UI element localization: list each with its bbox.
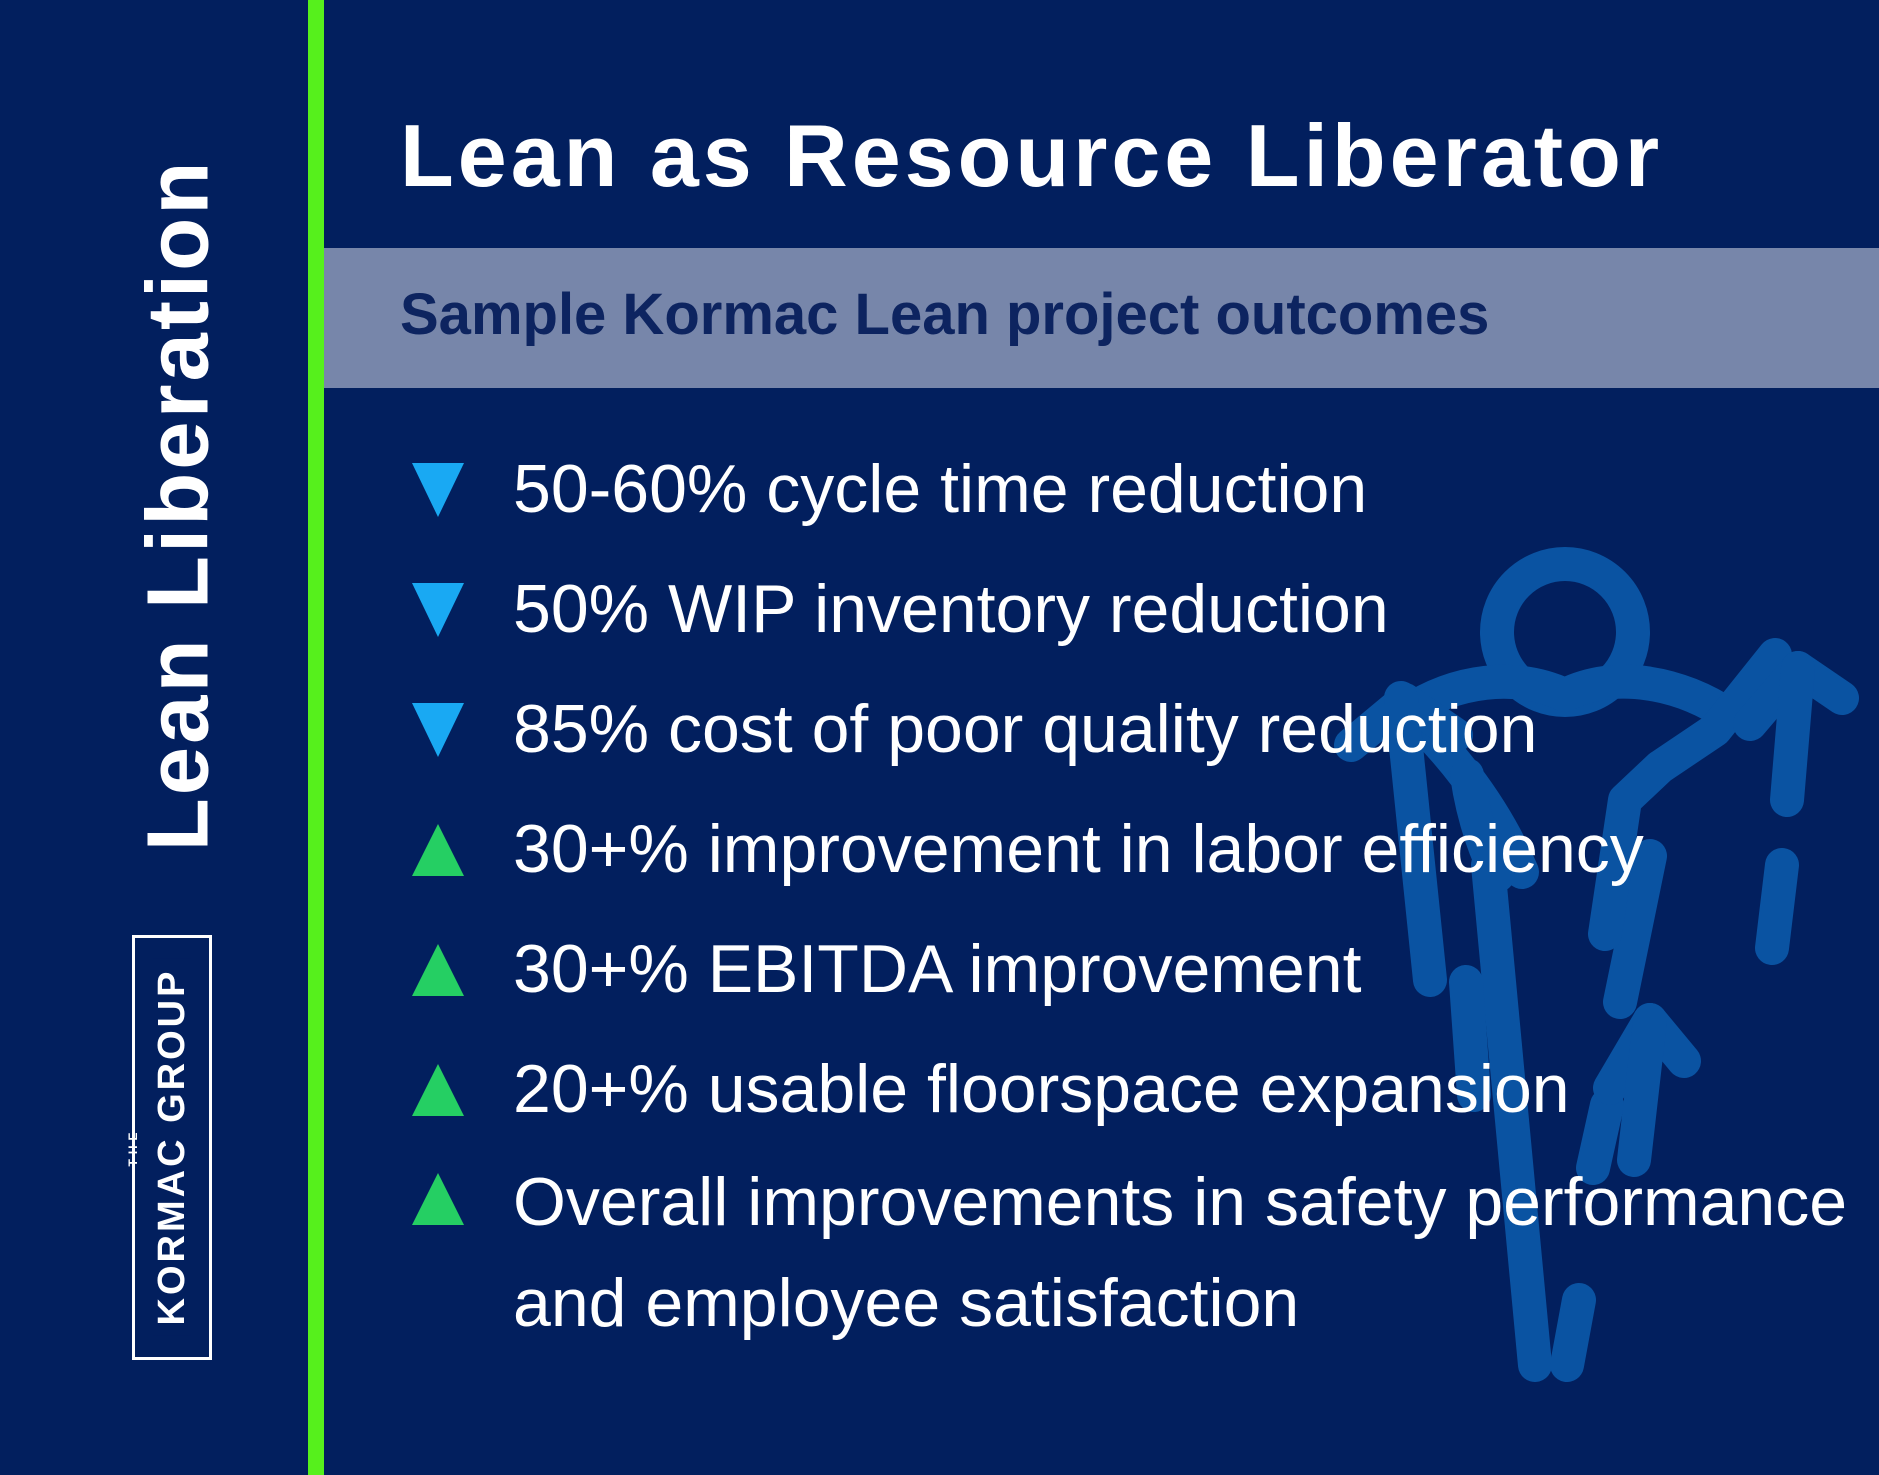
outcome-item-poor-quality-cost: 85% cost of poor quality reduction bbox=[400, 670, 1860, 790]
outcome-item-safety-satisfaction: Overall improvements in safety performan… bbox=[400, 1150, 1860, 1353]
outcome-item-ebitda: 30+% EBITDA improvement bbox=[400, 910, 1860, 1030]
outcome-text: 50-60% cycle time reduction bbox=[513, 451, 1368, 528]
outcomes-list: 50-60% cycle time reduction 50% WIP inve… bbox=[400, 430, 1860, 1353]
outcome-item-wip-inventory: 50% WIP inventory reduction bbox=[400, 550, 1860, 670]
up-triangle-icon bbox=[412, 1064, 464, 1116]
kormac-group-logo: KORMAC GROUP bbox=[132, 935, 212, 1360]
down-triangle-icon bbox=[412, 583, 464, 637]
logo-frame bbox=[132, 935, 212, 1360]
outcome-text: Overall improvements in safety performan… bbox=[513, 1164, 1848, 1341]
down-triangle-icon bbox=[412, 703, 464, 757]
up-triangle-icon bbox=[412, 944, 464, 996]
up-triangle-icon bbox=[412, 1173, 464, 1225]
vertical-section-title: Lean Liberation bbox=[129, 158, 227, 852]
outcome-item-labor-efficiency: 30+% improvement in labor efficiency bbox=[400, 790, 1860, 910]
outcome-text: 30+% improvement in labor efficiency bbox=[513, 811, 1644, 888]
outcome-text: 20+% usable floorspace expansion bbox=[513, 1051, 1570, 1128]
left-sidebar: Lean Liberation THE KORMAC GROUP bbox=[0, 0, 308, 1475]
up-triangle-icon bbox=[412, 824, 464, 876]
page-subtitle: Sample Kormac Lean project outcomes bbox=[400, 282, 1490, 347]
page-title: Lean as Resource Liberator bbox=[400, 106, 1664, 205]
outcome-text: 85% cost of poor quality reduction bbox=[513, 691, 1538, 768]
outcome-item-cycle-time: 50-60% cycle time reduction bbox=[400, 430, 1860, 550]
down-triangle-icon bbox=[412, 463, 464, 517]
outcome-item-floorspace: 20+% usable floorspace expansion bbox=[400, 1030, 1860, 1150]
outcome-text: 50% WIP inventory reduction bbox=[513, 571, 1389, 648]
green-divider bbox=[308, 0, 324, 1475]
outcome-text: 30+% EBITDA improvement bbox=[513, 931, 1362, 1008]
logo-text: KORMAC GROUP bbox=[151, 958, 193, 1336]
subtitle-band bbox=[324, 248, 1879, 388]
